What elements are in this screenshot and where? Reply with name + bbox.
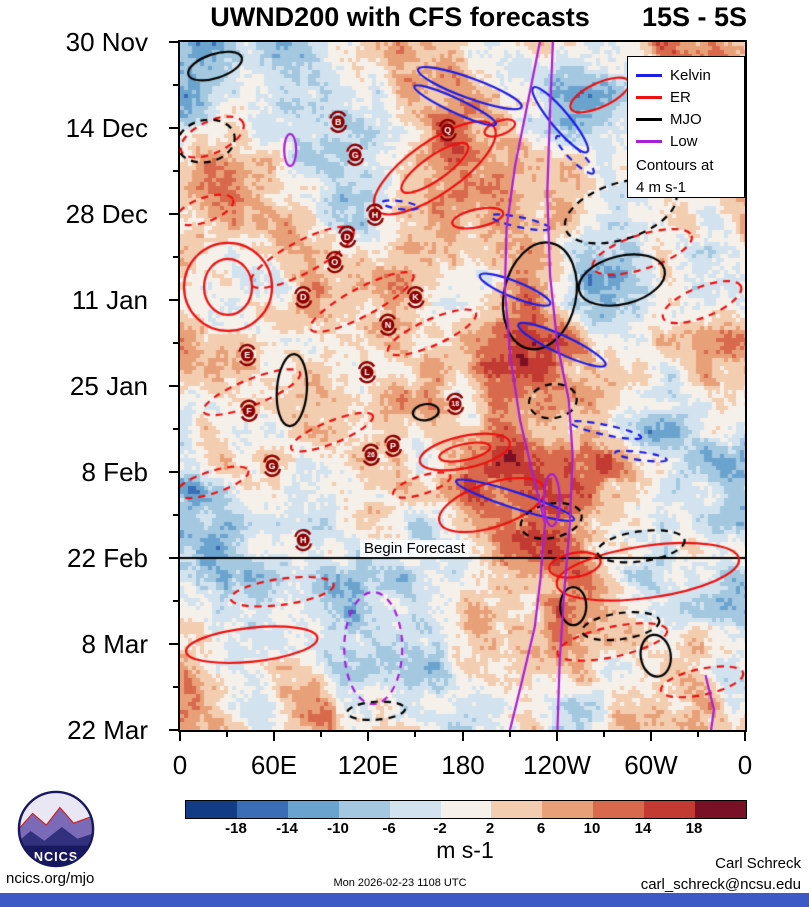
legend-label: ER (670, 88, 691, 106)
colorbar-segment (389, 801, 441, 818)
y-axis-label: 14 Dec (65, 113, 148, 143)
legend-label: Low (670, 132, 698, 150)
colorbar-tick: -6 (382, 820, 396, 837)
x-axis-label: 0 (737, 750, 753, 780)
colorbar-segment (593, 801, 645, 818)
y-axis-label: 11 Jan (71, 285, 148, 315)
colorbar-tick: 18 (685, 820, 703, 837)
axis-tick (169, 471, 178, 473)
region-label: 15S - 5S (641, 2, 747, 32)
legend-box: Kelvin ER MJO Low Contours at 4 m s-1 (627, 56, 745, 198)
x-axis-label: 60W (624, 750, 678, 780)
colorbar-segment (695, 801, 746, 818)
axis-tick (602, 732, 605, 737)
axis-tick (367, 732, 370, 741)
y-axis-label: 8 Feb (81, 457, 149, 487)
axis-tick (461, 732, 464, 741)
colorbar-tick: 14 (634, 820, 652, 837)
axis-tick (169, 557, 178, 559)
legend-entry-kelvin: Kelvin (636, 64, 739, 86)
low-line-swatch (636, 139, 662, 143)
axis-tick (173, 686, 178, 688)
colorbar-segment (338, 801, 390, 818)
ncics-logo-image: NCICS (17, 790, 95, 868)
axis-tick (226, 732, 229, 737)
legend-entry-er: ER (636, 86, 739, 108)
axis-tick (508, 732, 511, 737)
website-link-text: ncics.org/mjo (6, 870, 95, 887)
colorbar-tick: -14 (276, 820, 298, 837)
colorbar-tick: 6 (536, 820, 546, 837)
colorbar-segment (287, 801, 339, 818)
colorbar-tick: 10 (583, 820, 601, 837)
kelvin-line-swatch (636, 73, 662, 77)
axis-tick (169, 385, 178, 387)
colorbar (185, 800, 747, 819)
ncics-logo: NCICS (17, 790, 95, 868)
axis-tick (173, 600, 178, 602)
axis-tick (414, 732, 417, 737)
colorbar-units-label: m s-1 (436, 837, 494, 863)
axis-tick (169, 643, 178, 645)
axis-tick (173, 170, 178, 172)
legend-note-2: 4 m s-1 (636, 179, 687, 196)
colorbar-segment (542, 801, 594, 818)
ncics-logo-text: NCICS (34, 850, 78, 864)
axis-tick (744, 732, 746, 741)
legend-entry-mjo: MJO (636, 108, 739, 130)
y-axis-label: 22 Feb (67, 543, 148, 573)
colorbar-segment (644, 801, 696, 818)
axis-tick (555, 732, 558, 741)
x-axis-label: 120E (337, 750, 399, 780)
legend-entry-low: Low (636, 130, 739, 152)
colorbar-segment (491, 801, 543, 818)
x-axis-label: 120W (523, 750, 591, 780)
page-title: UWND200 with CFS forecasts (210, 2, 590, 32)
x-axis-label: 60E (250, 750, 298, 780)
axis-tick (169, 127, 178, 129)
x-axis-label: 0 (172, 750, 188, 780)
y-axis-label: 22 Mar (67, 715, 148, 745)
colorbar-tick: -10 (327, 820, 349, 837)
axis-tick (173, 84, 178, 86)
axis-tick (169, 729, 178, 731)
axis-tick (273, 732, 276, 741)
axis-tick (173, 428, 178, 430)
legend-label: MJO (670, 110, 702, 128)
legend-label: Kelvin (670, 66, 711, 84)
timestamp: Mon 2026-02-23 1108 UTC (333, 877, 467, 889)
colorbar-segment (440, 801, 492, 818)
mjo-line-swatch (636, 117, 662, 121)
axis-tick (169, 41, 178, 43)
axis-tick (696, 732, 699, 737)
er-line-swatch (636, 95, 662, 99)
legend-note-1: Contours at (636, 157, 714, 174)
axis-tick (173, 514, 178, 516)
axis-tick (169, 213, 178, 215)
colorbar-tick: -18 (225, 820, 247, 837)
y-axis-label: 8 Mar (81, 629, 148, 659)
author-name: Carl Schreck (715, 855, 801, 872)
author-email: carl_schreck@ncsu.edu (640, 876, 801, 893)
axis-tick (173, 342, 178, 344)
bottom-bar (0, 893, 809, 907)
axis-tick (179, 732, 181, 741)
colorbar-tick: 2 (485, 820, 495, 837)
colorbar-segment (186, 801, 237, 818)
axis-tick (169, 299, 178, 301)
y-axis-label: 30 Nov (65, 27, 148, 57)
y-axis-label: 25 Jan (69, 371, 148, 401)
axis-tick (320, 732, 323, 737)
begin-forecast-label: Begin Forecast (360, 540, 469, 557)
x-axis-label: 180 (441, 750, 485, 780)
colorbar-tick: -2 (433, 820, 447, 837)
axis-tick (173, 256, 178, 258)
colorbar-segment (236, 801, 288, 818)
y-axis-label: 28 Dec (65, 199, 148, 229)
axis-tick (649, 732, 652, 741)
